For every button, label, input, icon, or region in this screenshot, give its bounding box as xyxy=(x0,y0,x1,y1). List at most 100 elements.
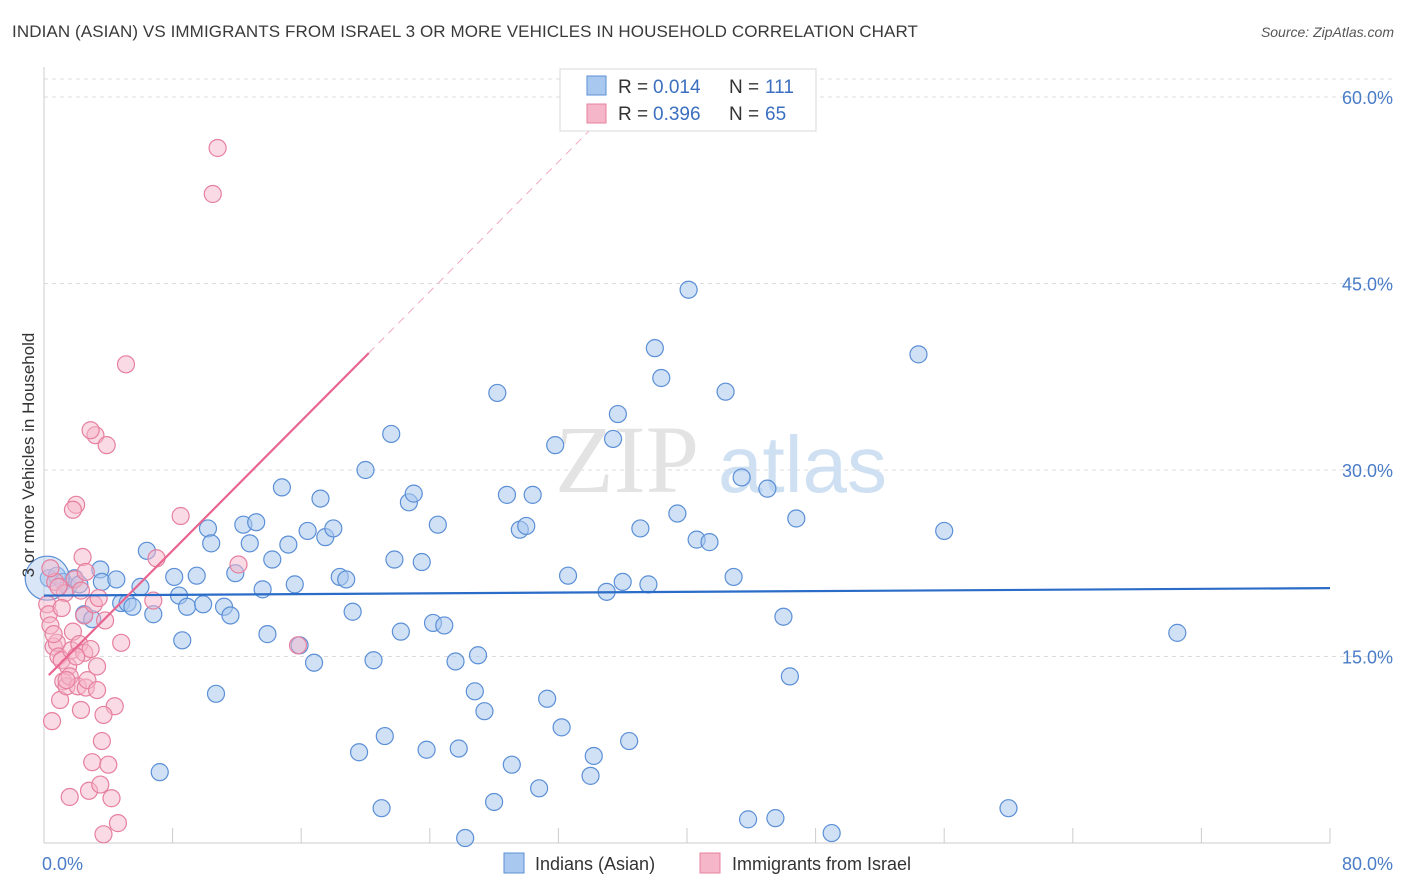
point-israel-49 xyxy=(208,138,227,158)
point-indians-92 xyxy=(668,504,687,523)
point-indians-41 xyxy=(304,653,324,672)
axes xyxy=(43,67,1331,844)
point-israel-32 xyxy=(87,657,107,676)
point-israel-29 xyxy=(83,753,102,772)
point-israel-33 xyxy=(89,588,108,608)
y-tick-label-45: 45.0% xyxy=(1342,275,1393,295)
point-israel-40 xyxy=(102,789,121,808)
point-israel-3 xyxy=(42,712,62,731)
point-indians-52 xyxy=(375,726,394,746)
point-indians-69 xyxy=(488,383,507,403)
legend-swatch-pink xyxy=(586,103,607,124)
point-israel-59 xyxy=(67,647,86,666)
point-indians-106 xyxy=(909,345,928,364)
point-indians-25 xyxy=(202,534,221,553)
point-indians-37 xyxy=(279,535,298,554)
point-israel-35 xyxy=(92,731,111,751)
point-israel-62 xyxy=(87,680,107,700)
trend-line-israel xyxy=(48,352,370,676)
point-israel-42 xyxy=(108,814,128,833)
point-israel-60 xyxy=(63,500,83,519)
chart-title: INDIAN (ASIAN) VS IMMIGRANTS FROM ISRAEL… xyxy=(12,22,919,41)
tick-labels: 15.0% 30.0% 45.0% 60.0% 0.0% 80.0% xyxy=(42,88,1393,874)
legend-r-value-1: 0.014 xyxy=(653,77,701,98)
point-israel-51 xyxy=(288,636,308,655)
point-indians-74 xyxy=(517,516,536,536)
point-israel-54 xyxy=(57,671,76,690)
point-indians-51 xyxy=(372,799,391,818)
point-indians-88 xyxy=(631,519,650,538)
point-indians-90 xyxy=(645,339,664,358)
point-indians-47 xyxy=(343,602,362,621)
chart-source: Source: ZipAtlas.com xyxy=(1260,24,1394,40)
point-indians-13 xyxy=(123,597,142,616)
point-indians-57 xyxy=(404,484,423,503)
point-indians-32 xyxy=(247,513,266,532)
point-indians-53 xyxy=(382,424,401,444)
point-indians-36 xyxy=(272,478,292,497)
point-israel-44 xyxy=(116,355,136,374)
series-legend-label-pink: Immigrants from Israel xyxy=(732,854,911,874)
point-indians-84 xyxy=(603,429,623,449)
point-indians-64 xyxy=(449,739,468,758)
point-indians-85 xyxy=(608,404,627,424)
point-israel-28 xyxy=(81,639,100,659)
point-indians-99 xyxy=(732,468,751,487)
point-israel-58 xyxy=(52,598,71,618)
point-israel-43 xyxy=(112,633,131,652)
point-israel-38 xyxy=(97,436,116,455)
y-axis-label: 3 or more Vehicles in Household xyxy=(19,333,38,578)
series-legend-swatch-pink xyxy=(699,852,721,874)
point-indians-76 xyxy=(530,779,549,798)
point-indians-44 xyxy=(324,519,343,538)
point-indians-66 xyxy=(465,682,484,701)
point-israel-52 xyxy=(60,787,79,807)
series-legend-label-blue: Indians (Asian) xyxy=(535,854,655,874)
point-israel-22 xyxy=(73,547,92,567)
point-indians-75 xyxy=(523,485,542,504)
x-tick-label-max: 80.0% xyxy=(1342,854,1393,874)
point-israel-50 xyxy=(229,555,248,574)
watermark-zip: ZIP xyxy=(555,406,699,513)
point-indians-102 xyxy=(774,607,793,626)
point-israel-36 xyxy=(94,825,113,844)
point-indians-104 xyxy=(787,509,806,528)
point-indians-18 xyxy=(165,567,184,587)
legend-n-label-1: N = xyxy=(729,77,759,98)
point-indians-42 xyxy=(311,489,330,508)
point-indians-31 xyxy=(240,534,259,553)
point-indians-97 xyxy=(724,567,743,587)
point-indians-35 xyxy=(263,550,282,569)
point-israel-46 xyxy=(147,549,166,568)
point-israel-53 xyxy=(44,625,63,644)
point-indians-81 xyxy=(581,766,600,785)
series-legend-swatch-blue xyxy=(503,852,525,874)
point-indians-80 xyxy=(558,566,578,585)
trend-line-israel-extension xyxy=(368,96,624,354)
gridlines xyxy=(44,78,1394,657)
point-indians-108 xyxy=(999,799,1018,818)
point-indians-100 xyxy=(758,479,777,498)
legend-r-value-2: 0.396 xyxy=(653,104,701,125)
point-israel-39 xyxy=(99,755,118,774)
stats-legend: R = 0.014 N = 111 R = 0.396 N = 65 xyxy=(559,68,817,132)
point-indians-17 xyxy=(150,763,169,782)
point-indians-14 xyxy=(131,577,150,596)
point-indians-96 xyxy=(716,382,735,401)
y-tick-label-30: 30.0% xyxy=(1342,461,1393,481)
legend-n-label-2: N = xyxy=(729,104,759,125)
series-indians-asian xyxy=(24,280,1187,848)
trend-lines xyxy=(43,96,1331,676)
legend-n-value-2: 65 xyxy=(765,104,786,125)
point-indians-82 xyxy=(584,746,603,766)
point-indians-48 xyxy=(349,743,369,762)
point-indians-59 xyxy=(417,740,436,759)
point-indians-91 xyxy=(652,368,671,388)
point-israel-48 xyxy=(203,184,222,204)
point-indians-67 xyxy=(468,646,488,665)
point-indians-40 xyxy=(298,521,317,541)
point-israel-34 xyxy=(91,775,110,794)
point-indians-103 xyxy=(780,667,799,686)
point-israel-56 xyxy=(81,421,100,440)
point-indians-34 xyxy=(258,625,277,644)
